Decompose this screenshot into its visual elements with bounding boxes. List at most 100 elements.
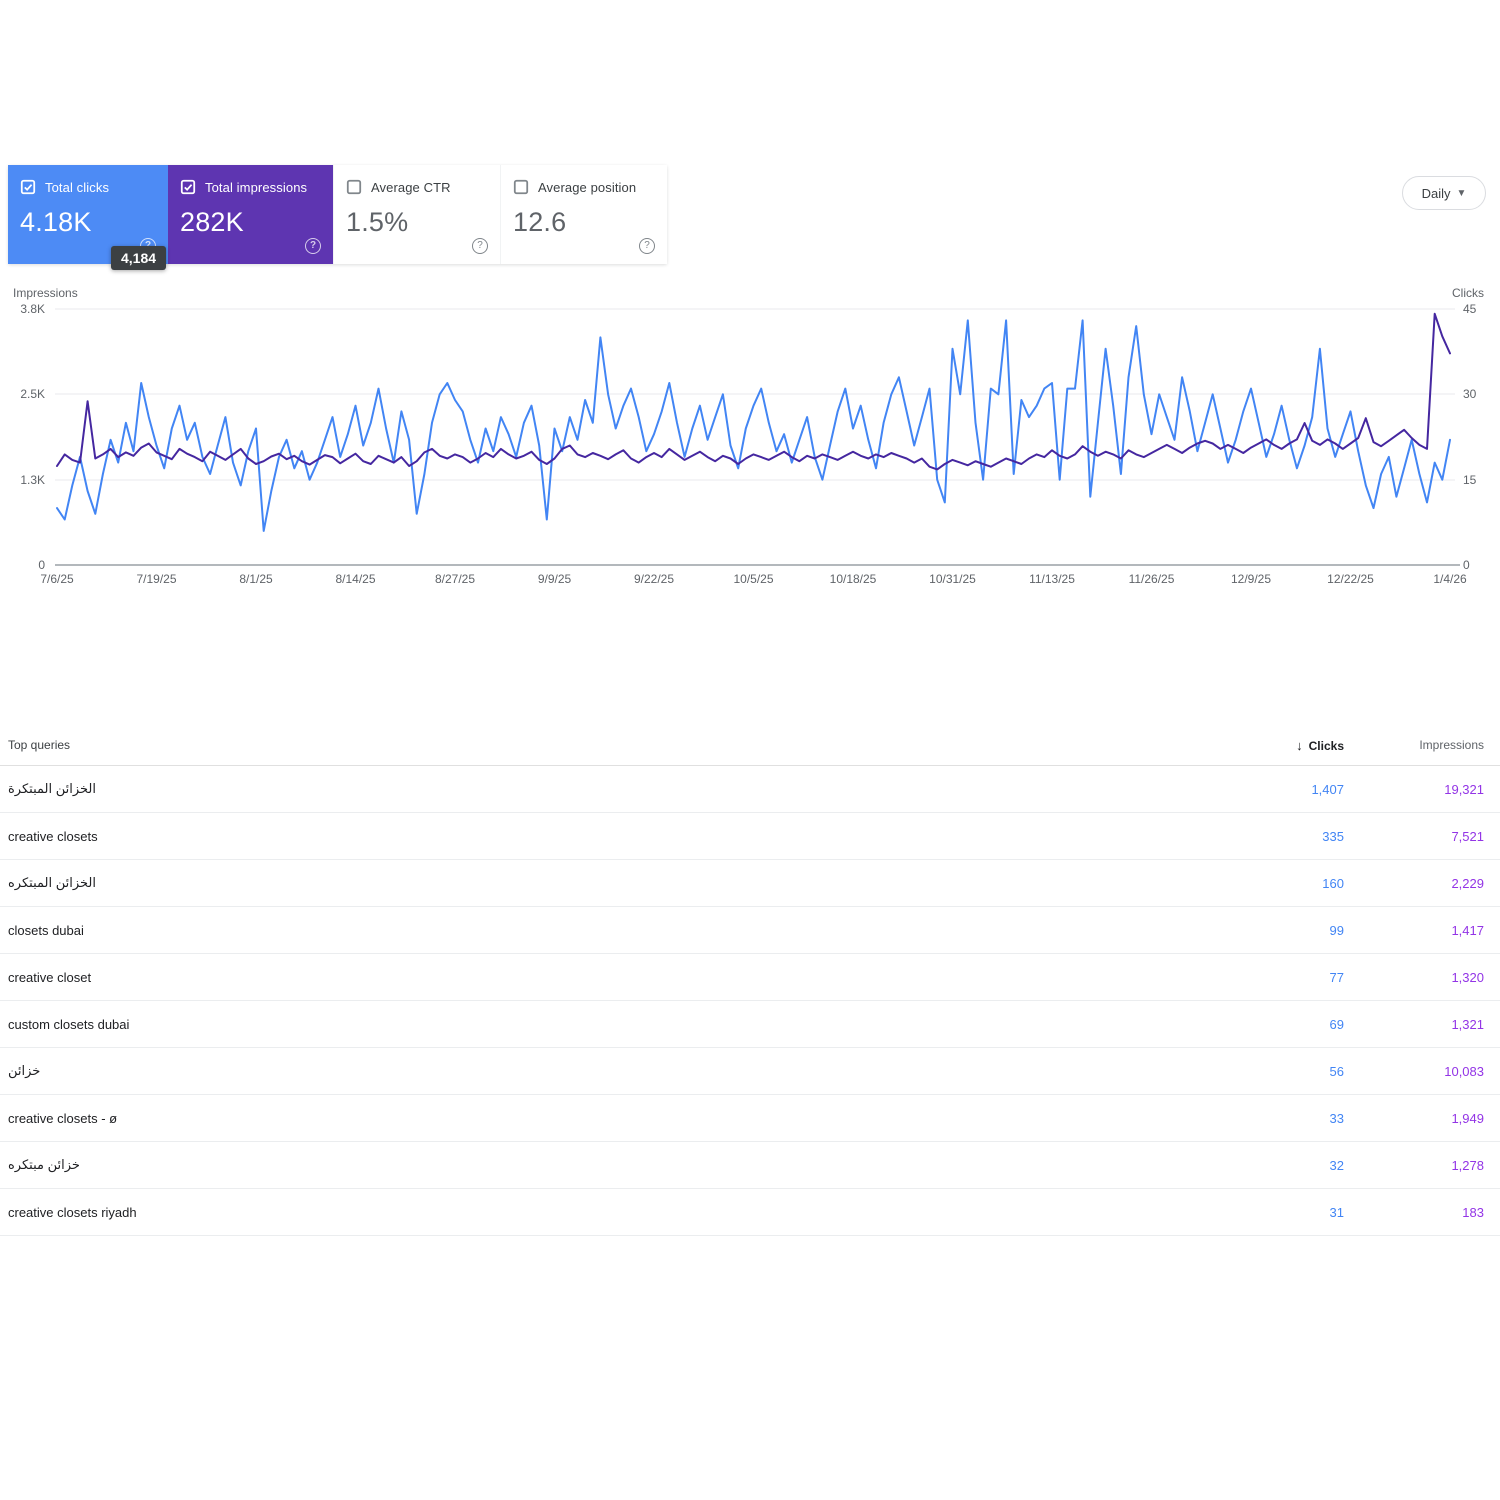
- table-row[interactable]: creative closets - ø 33 1,949: [0, 1095, 1500, 1142]
- clicks-cell: 1,407: [1311, 781, 1344, 797]
- impressions-cell: 1,949: [1451, 1110, 1484, 1126]
- card-label: Total impressions: [205, 179, 308, 195]
- query-cell[interactable]: custom closets dubai: [8, 1016, 130, 1032]
- query-cell[interactable]: closets dubai: [8, 922, 84, 938]
- y-tick-left: 1.3K: [20, 473, 45, 487]
- help-icon[interactable]: ?: [305, 238, 321, 254]
- clicks-cell: 31: [1329, 1204, 1344, 1220]
- x-axis-label: 11/26/25: [1128, 572, 1175, 586]
- x-axis-label: 1/4/26: [1433, 572, 1467, 586]
- clicks-column-header[interactable]: ↓ Clicks: [1296, 737, 1344, 753]
- checkbox-checked-icon[interactable]: [180, 179, 196, 195]
- impressions-cell: 1,417: [1451, 922, 1484, 938]
- table-row[interactable]: creative closets riyadh 31 183: [0, 1189, 1500, 1236]
- y-tick-left: 0: [38, 558, 45, 572]
- chart-plot-area[interactable]: [0, 280, 1500, 610]
- checkbox-unchecked-icon[interactable]: [346, 179, 362, 195]
- help-icon[interactable]: ?: [472, 238, 488, 254]
- query-cell[interactable]: الخزائن المبتكره: [8, 875, 96, 890]
- x-axis-label: 10/18/25: [829, 572, 877, 586]
- x-axis-label: 11/13/25: [1029, 572, 1075, 586]
- y-tick-left: 2.5K: [20, 387, 45, 401]
- left-axis-title: Impressions: [13, 286, 78, 300]
- y-tick-right: 45: [1463, 302, 1477, 316]
- query-cell[interactable]: creative closet: [8, 969, 92, 985]
- table-title: Top queries: [8, 738, 71, 752]
- performance-chart: Impressions Clicks 3.8K 2.5K 1.3K 0 45 3…: [0, 280, 1500, 610]
- checkbox-checked-icon[interactable]: [20, 179, 36, 195]
- query-cell[interactable]: خزائن: [8, 1063, 41, 1078]
- x-axis-label: 10/5/25: [733, 572, 774, 586]
- card-label: Average position: [538, 179, 637, 195]
- right-axis-title: Clicks: [1452, 286, 1484, 300]
- x-axis-label: 7/19/25: [136, 572, 177, 586]
- total-clicks-value: 4.18K: [20, 207, 92, 237]
- clicks-cell: 69: [1329, 1016, 1344, 1032]
- average-ctr-card[interactable]: Average CTR 1.5% ?: [333, 165, 500, 264]
- impressions-cell: 2,229: [1451, 875, 1484, 891]
- impressions-cell: 10,083: [1444, 1063, 1484, 1079]
- sort-desc-icon: ↓: [1296, 737, 1303, 753]
- y-tick-right: 0: [1463, 558, 1470, 572]
- table-body: الخزائن المبتكرة 1,407 19,321 creative c…: [0, 766, 1500, 1236]
- table-row[interactable]: custom closets dubai 69 1,321: [0, 1001, 1500, 1048]
- x-axis-label: 7/6/25: [40, 572, 74, 586]
- query-cell[interactable]: خزائن مبتكره: [8, 1157, 80, 1172]
- total-impressions-value: 282K: [180, 207, 244, 237]
- query-cell[interactable]: creative closets riyadh: [8, 1204, 137, 1220]
- impressions-column-header[interactable]: Impressions: [1419, 738, 1484, 752]
- y-tick-right: 30: [1463, 387, 1477, 401]
- x-axis-label: 12/9/25: [1230, 572, 1272, 586]
- x-axis-label: 12/22/25: [1327, 572, 1374, 586]
- clicks-cell: 77: [1329, 969, 1344, 985]
- impressions-cell: 7,521: [1451, 828, 1484, 844]
- table-row[interactable]: creative closet 77 1,320: [0, 954, 1500, 1001]
- total-impressions-card[interactable]: Total impressions 282K ?: [168, 165, 333, 264]
- x-axis-label: 8/27/25: [434, 572, 476, 586]
- card-label: Average CTR: [371, 179, 451, 195]
- clicks-cell: 160: [1322, 875, 1344, 891]
- x-axis-label: 8/1/25: [239, 572, 273, 586]
- query-cell[interactable]: الخزائن المبتكرة: [8, 781, 96, 796]
- impressions-cell: 1,278: [1451, 1157, 1484, 1173]
- x-axis-label: 8/14/25: [335, 572, 376, 586]
- impressions-cell: 1,320: [1451, 969, 1484, 985]
- average-ctr-value: 1.5%: [346, 207, 409, 237]
- x-axis-label: 9/9/25: [537, 572, 572, 586]
- table-row[interactable]: closets dubai 99 1,417: [0, 907, 1500, 954]
- query-cell[interactable]: creative closets - ø: [8, 1110, 118, 1126]
- granularity-label: Daily: [1421, 185, 1451, 201]
- table-row[interactable]: الخزائن المبتكرة 1,407 19,321: [0, 766, 1500, 813]
- help-icon[interactable]: ?: [639, 238, 655, 254]
- query-cell[interactable]: creative closets: [8, 828, 98, 844]
- table-row[interactable]: خزائن مبتكره 32 1,278: [0, 1142, 1500, 1189]
- clicks-line: [56, 319, 1451, 532]
- header-divider: [0, 765, 1500, 766]
- checkbox-unchecked-icon[interactable]: [513, 179, 529, 195]
- table-row[interactable]: الخزائن المبتكره 160 2,229: [0, 860, 1500, 907]
- clicks-cell: 99: [1329, 922, 1344, 938]
- metric-cards-row: Total clicks 4.18K ? Total impressions 2…: [8, 165, 667, 264]
- average-position-value: 12.6: [513, 207, 567, 237]
- card-label: Total clicks: [45, 179, 110, 195]
- impressions-cell: 19,321: [1444, 781, 1484, 797]
- clicks-cell: 335: [1322, 828, 1344, 844]
- date-granularity-dropdown[interactable]: Daily ▼: [1402, 176, 1486, 210]
- table-row[interactable]: خزائن 56 10,083: [0, 1048, 1500, 1095]
- impressions-cell: 1,321: [1451, 1016, 1484, 1032]
- y-tick-left: 3.8K: [20, 302, 45, 316]
- average-position-card[interactable]: Average position 12.6 ?: [500, 165, 667, 264]
- chevron-down-icon: ▼: [1456, 187, 1467, 199]
- table-row[interactable]: creative closets 335 7,521: [0, 813, 1500, 860]
- impressions-cell: 183: [1462, 1204, 1484, 1220]
- top-queries-table: Top queries ↓ Clicks Impressions الخزائن …: [0, 725, 1500, 1236]
- x-axis-label: 10/31/25: [929, 572, 976, 586]
- y-tick-right: 15: [1463, 473, 1477, 487]
- table-header: Top queries ↓ Clicks Impressions: [0, 725, 1500, 765]
- clicks-cell: 32: [1329, 1157, 1344, 1173]
- x-axis-label: 9/22/25: [633, 572, 675, 586]
- value-tooltip: 4,184: [111, 246, 167, 270]
- impressions-line: [56, 312, 1451, 471]
- clicks-cell: 56: [1329, 1063, 1344, 1079]
